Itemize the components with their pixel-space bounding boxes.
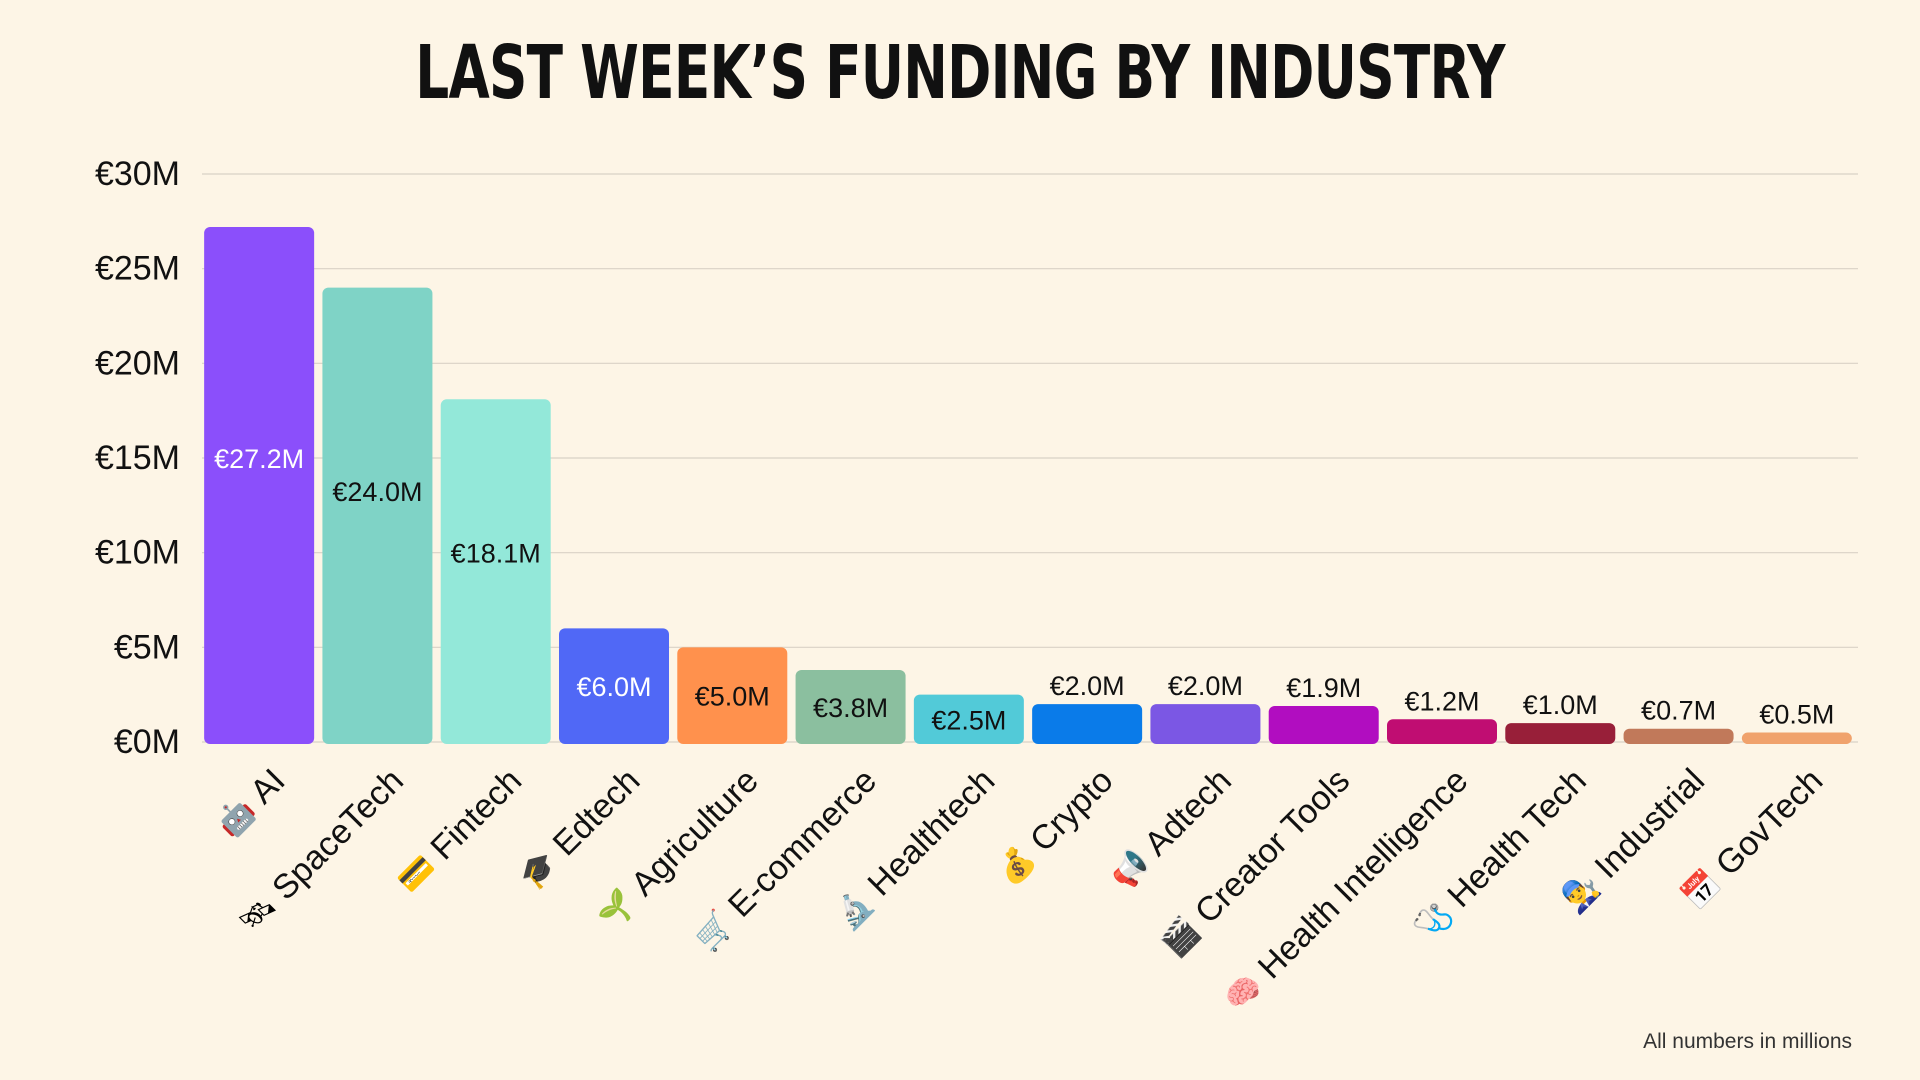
bar: [1387, 719, 1497, 744]
category-icon: 🎬: [1155, 912, 1207, 964]
category-icon: 🎓: [513, 845, 564, 896]
category-label: Health Intelligence: [1251, 762, 1476, 987]
bar-value-label: €2.5M: [931, 705, 1006, 735]
bar-value-label: €24.0M: [332, 477, 422, 507]
category-label-group: 🤖AI: [210, 762, 293, 844]
category-icon: 🛰: [232, 889, 284, 941]
footnote: All numbers in millions: [1643, 1030, 1852, 1053]
bar: [1032, 704, 1143, 744]
bar-value-label: €18.1M: [451, 539, 541, 569]
category-label: Industrial: [1588, 762, 1712, 886]
bar: [1623, 728, 1734, 744]
category-label: Crypto: [1023, 762, 1121, 860]
y-tick-label: €0M: [114, 723, 180, 761]
category-icon: 🧠: [1218, 968, 1269, 1019]
bar-value-label: €1.2M: [1404, 686, 1479, 716]
y-tick-label: €5M: [114, 628, 180, 666]
category-icon: 💰: [990, 840, 1042, 892]
category-label: GovTech: [1709, 762, 1831, 884]
bar: [677, 647, 788, 744]
category-icon: 🩺: [1407, 896, 1459, 948]
category-label: Fintech: [423, 762, 529, 868]
category-label: AI: [243, 762, 293, 812]
category-icon: 👨‍🔧: [1554, 867, 1606, 919]
bar-value-label: €1.0M: [1523, 690, 1598, 720]
category-label-group: 💳Fintech: [391, 762, 529, 900]
y-tick-label: €10M: [95, 534, 180, 572]
category-icon: 🤖: [210, 792, 262, 844]
category-label: Adtech: [1137, 762, 1239, 864]
category-icon: 🔬: [827, 883, 880, 936]
bar-value-label: €2.0M: [1050, 671, 1125, 701]
category-label-group: 💰Crypto: [990, 762, 1121, 892]
bar: [322, 287, 433, 744]
bar: [913, 694, 1024, 744]
bar: [440, 399, 551, 744]
category-icon: 📢: [1104, 844, 1156, 896]
bar: [204, 227, 315, 745]
chart-title: LAST WEEK’S FUNDING BY INDUSTRY: [415, 30, 1505, 116]
category-label: Healthtech: [860, 762, 1002, 904]
y-tick-label: €15M: [95, 439, 180, 477]
bar: [1268, 706, 1379, 744]
category-label-group: 🧠Health Intelligence: [1218, 762, 1476, 1019]
bar-value-label: €0.7M: [1641, 696, 1716, 726]
bar-value-label: €6.0M: [576, 672, 651, 702]
bar-value-label: €2.0M: [1168, 671, 1243, 701]
bar-value-label: €27.2M: [214, 444, 304, 474]
bar-value-label: €5.0M: [695, 682, 770, 712]
bar: [559, 628, 669, 744]
category-icon: 📅: [1675, 864, 1727, 916]
category-icon: 🛒: [688, 905, 740, 957]
bar: [1505, 723, 1616, 744]
bar-value-label: €3.8M: [813, 693, 888, 723]
category-label: Edtech: [546, 762, 648, 864]
category-icon: 💳: [391, 849, 442, 900]
y-tick-label: €30M: [95, 155, 180, 193]
category-icon: 🌱: [592, 885, 643, 936]
bar-value-label: €1.9M: [1286, 673, 1361, 703]
bar: [1741, 732, 1852, 744]
bar-value-label: €0.5M: [1759, 700, 1834, 730]
y-tick-label: €20M: [95, 344, 180, 382]
y-tick-label: €25M: [95, 250, 180, 288]
bar: [795, 670, 906, 744]
bar: [1150, 704, 1261, 744]
